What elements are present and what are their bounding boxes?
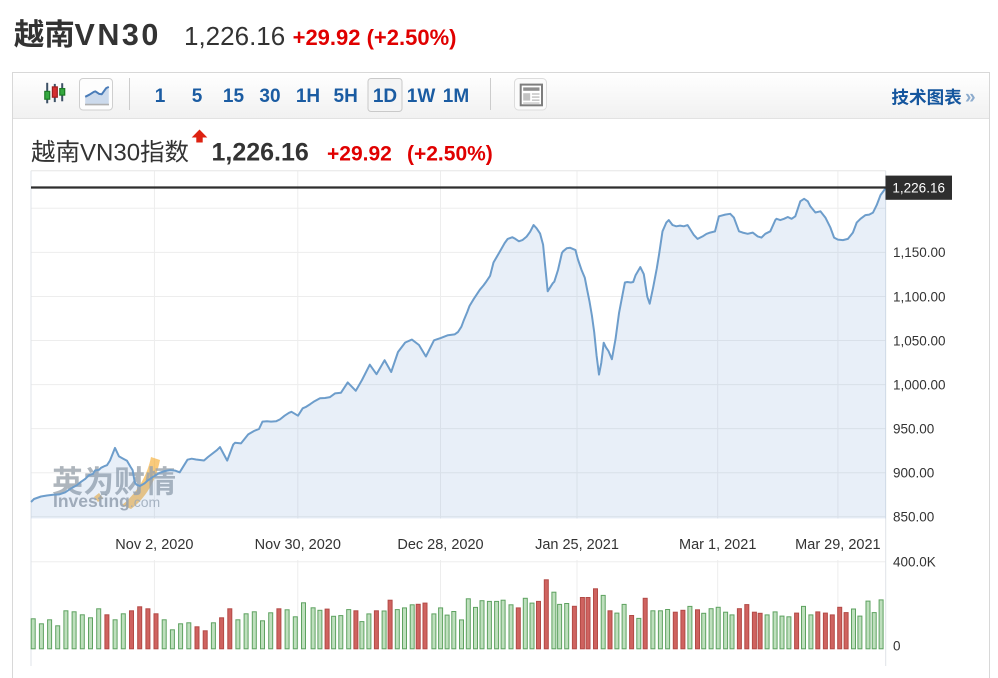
- svg-text:0: 0: [893, 638, 901, 653]
- svg-text:1W: 1W: [407, 86, 436, 107]
- svg-text:+29.92: +29.92: [327, 143, 392, 166]
- svg-text:Nov 2, 2020: Nov 2, 2020: [115, 537, 193, 553]
- svg-text:»: »: [965, 87, 976, 108]
- svg-text:850.00: 850.00: [893, 510, 934, 525]
- svg-text:Jan 25, 2021: Jan 25, 2021: [535, 537, 619, 553]
- svg-text:VN30: VN30: [80, 140, 140, 167]
- svg-text:Dec 28, 2020: Dec 28, 2020: [397, 537, 483, 553]
- svg-text:900.00: 900.00: [893, 466, 934, 481]
- svg-text:(+2.50%): (+2.50%): [407, 143, 493, 166]
- svg-text:5H: 5H: [334, 86, 358, 107]
- svg-text:+29.92 (+2.50%): +29.92 (+2.50%): [293, 25, 457, 50]
- svg-text:1,226.16: 1,226.16: [212, 139, 309, 167]
- svg-text:1H: 1H: [296, 86, 320, 107]
- svg-text:Nov 30, 2020: Nov 30, 2020: [255, 537, 341, 553]
- svg-text:1M: 1M: [443, 86, 469, 107]
- svg-text:1: 1: [155, 86, 166, 107]
- svg-text:1,050.00: 1,050.00: [893, 333, 946, 348]
- svg-text:400.0K: 400.0K: [893, 555, 936, 570]
- svg-text:1,226.16: 1,226.16: [184, 21, 285, 51]
- svg-text:Mar 1, 2021: Mar 1, 2021: [679, 537, 756, 553]
- svg-text:15: 15: [223, 86, 245, 107]
- svg-text:1,226.16: 1,226.16: [892, 181, 945, 196]
- svg-text:Investing.com: Investing.com: [53, 491, 160, 511]
- svg-text:Mar 29, 2021: Mar 29, 2021: [795, 537, 880, 553]
- svg-text:950.00: 950.00: [893, 421, 934, 436]
- svg-text:5: 5: [192, 86, 203, 107]
- svg-text:1,000.00: 1,000.00: [893, 377, 946, 392]
- svg-text:1,100.00: 1,100.00: [893, 289, 946, 304]
- svg-text:1D: 1D: [373, 86, 397, 107]
- svg-text:1,150.00: 1,150.00: [893, 245, 946, 260]
- svg-text:30: 30: [259, 86, 280, 107]
- svg-text:VN30: VN30: [75, 18, 161, 52]
